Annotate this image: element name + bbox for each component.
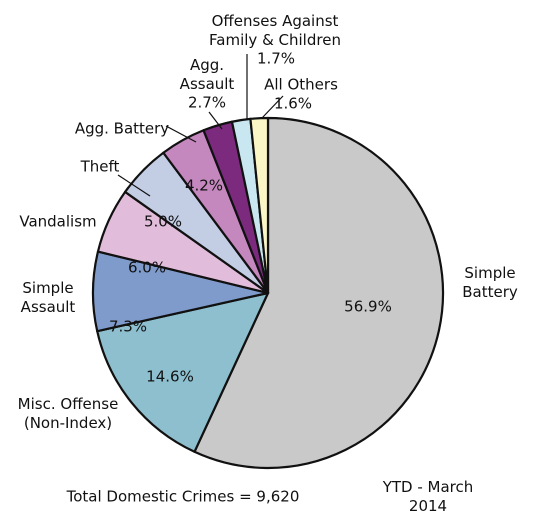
category-label: Agg. Assault: [179, 56, 235, 93]
category-label: All Others: [264, 75, 338, 94]
value-label: 4.2%: [184, 176, 224, 195]
pie-slice: [96, 291, 270, 453]
leader-line: [165, 125, 197, 143]
leader-line: [117, 174, 151, 197]
value-label: 56.9%: [344, 297, 392, 316]
leader-line: [261, 95, 284, 119]
value-label: 1.7%: [256, 49, 296, 68]
category-label: Simple Battery: [462, 264, 518, 301]
value-label: 5.0%: [143, 212, 183, 231]
category-label: Offenses Against Family & Children: [209, 12, 341, 49]
category-label: Agg. Battery: [74, 119, 170, 138]
value-label: 7.3%: [108, 317, 148, 336]
category-label: Misc. Offense (Non-Index): [17, 395, 119, 432]
leader-line: [208, 111, 223, 130]
total-note: Total Domestic Crimes = 9,620: [66, 487, 300, 506]
category-label: Simple Assault: [20, 279, 76, 316]
category-label: Theft: [80, 157, 120, 176]
pie-slice: [193, 116, 445, 470]
value-label: 14.6%: [146, 367, 194, 386]
value-label: 6.0%: [127, 258, 167, 277]
value-label: 1.6%: [273, 94, 313, 113]
date-note: YTD - March 2014: [382, 478, 474, 514]
value-label: 2.7%: [187, 93, 227, 112]
pie-slice: [249, 116, 270, 295]
category-label: Vandalism: [19, 212, 97, 231]
